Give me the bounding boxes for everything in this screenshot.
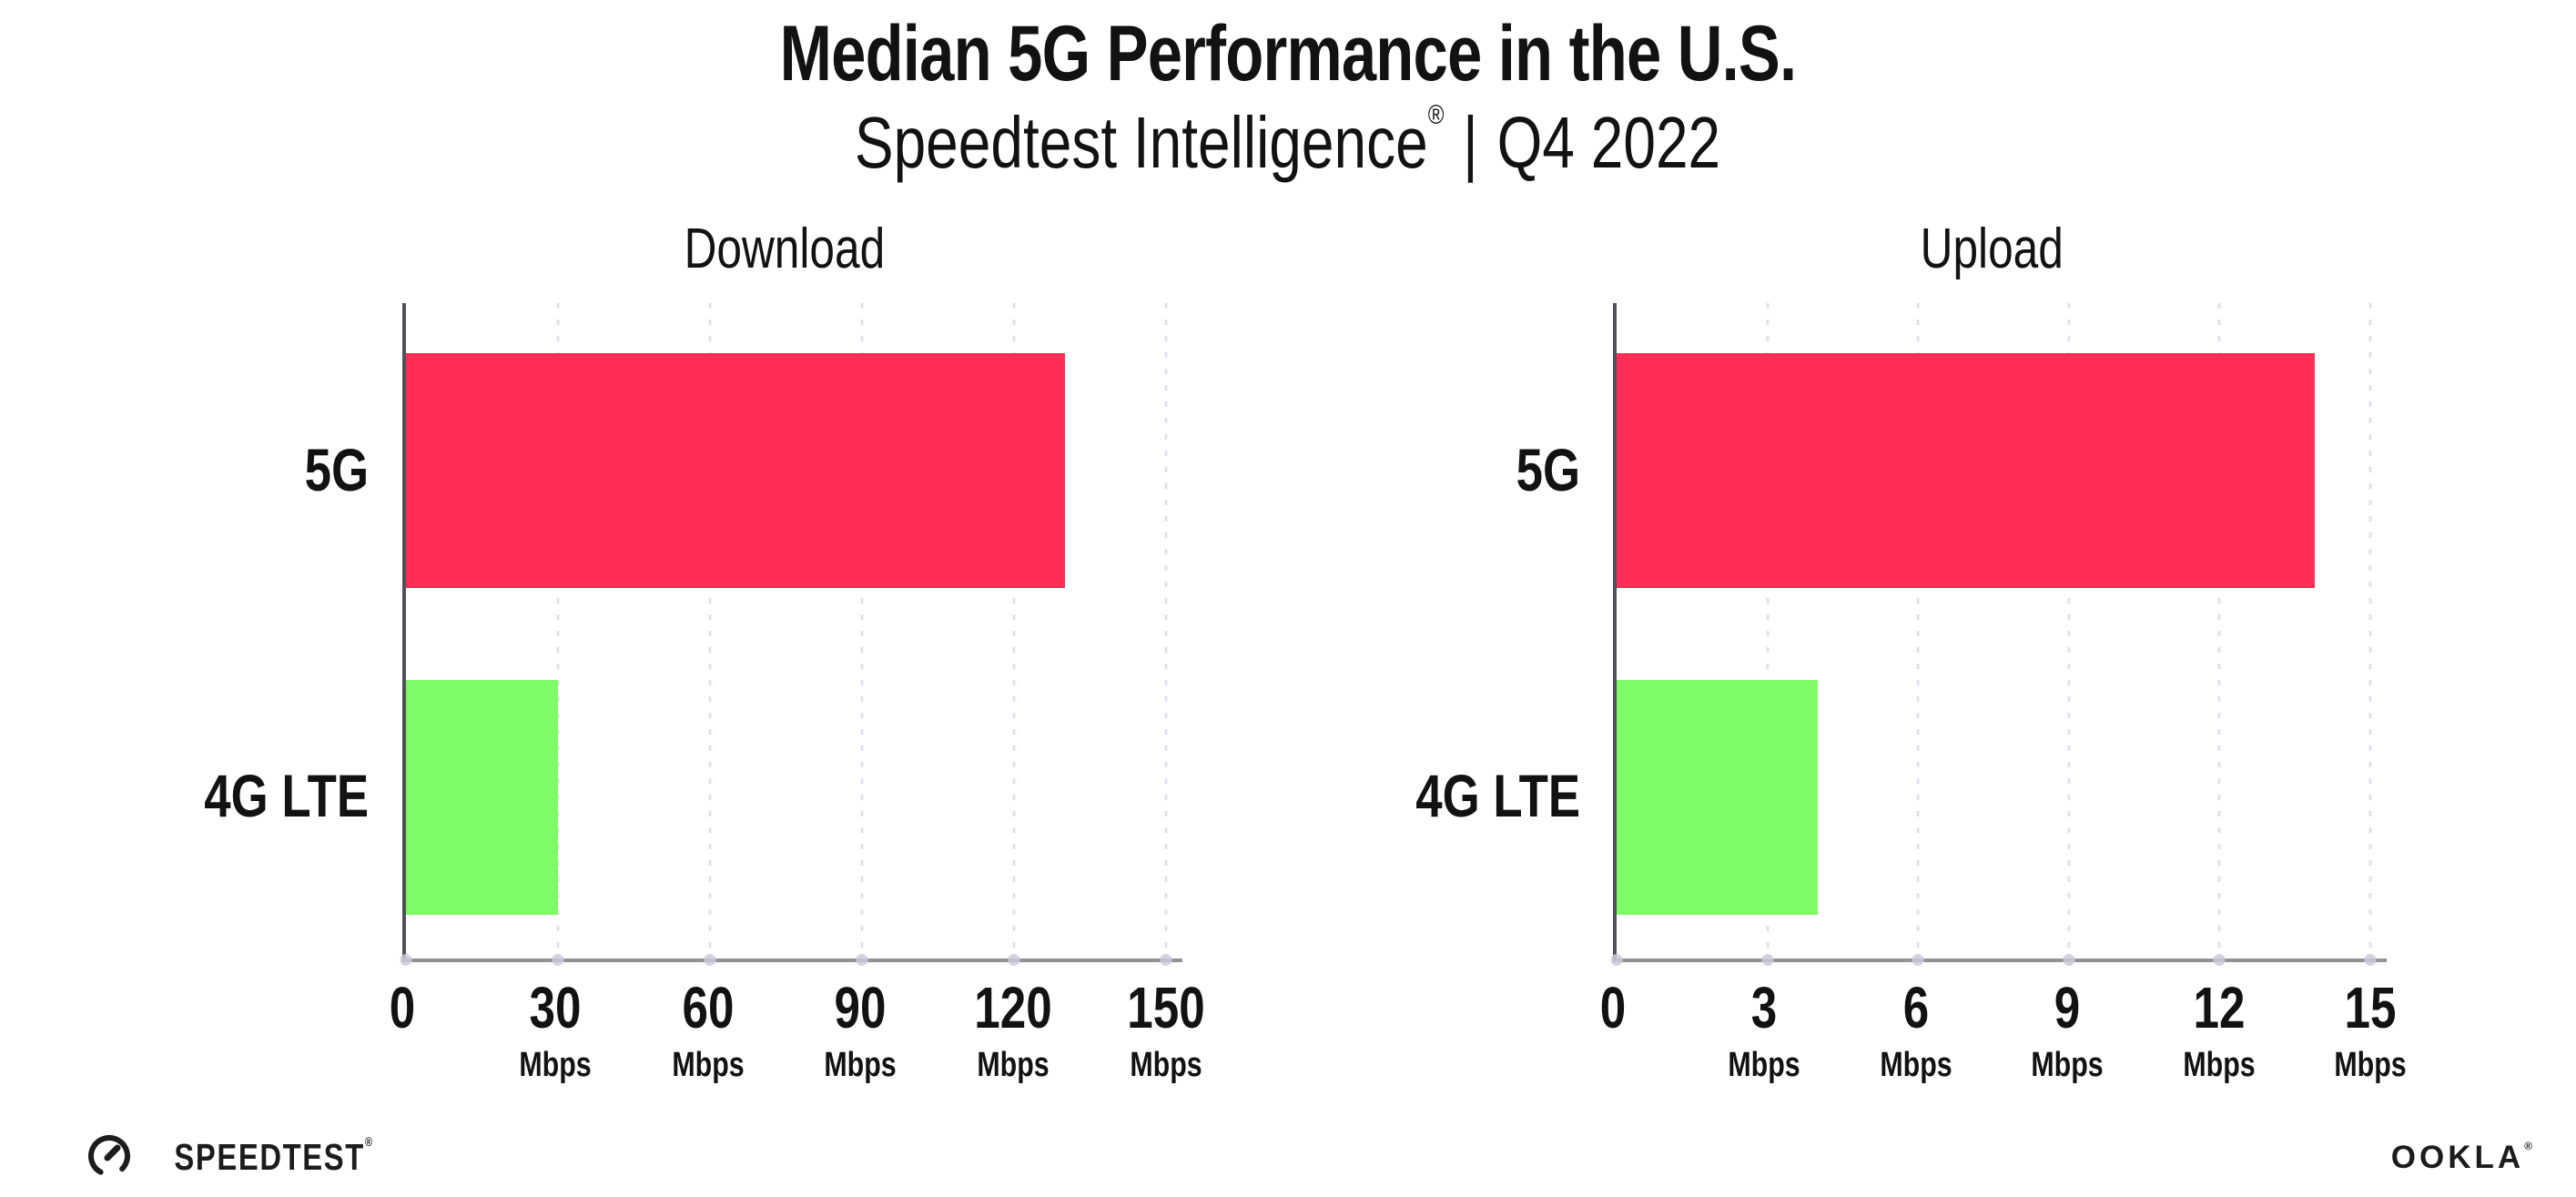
x-axis-line (402, 959, 1182, 962)
x-tick-label-30: 30 Mbps (446, 976, 664, 1085)
x-tick-label-120: 120 Mbps (904, 976, 1122, 1085)
x-tick-unit: Mbps (1728, 1046, 1801, 1084)
x-tick-value: 0 (389, 975, 416, 1040)
gridline-150 (1164, 303, 1168, 959)
gridline-60 (708, 303, 712, 959)
axis-tick-dot-0 (400, 954, 412, 966)
x-tick-label-60: 60 Mbps (599, 976, 817, 1085)
axis-tick-dot-30 (552, 954, 564, 966)
x-tick-value: 0 (1599, 975, 1627, 1040)
gridline-30 (556, 303, 560, 959)
axis-tick-dot-9 (2063, 954, 2075, 966)
download-chart-title: Download (684, 218, 885, 280)
gridline-3 (1766, 303, 1770, 959)
y-label-4g-lte: 4G LTE (1285, 759, 1580, 832)
x-tick-label-6: 6 Mbps (1807, 976, 2025, 1085)
gridline-12 (2217, 303, 2221, 959)
y-label-text: 5G (304, 436, 369, 503)
gridline-120 (1012, 303, 1016, 959)
axis-tick-dot-90 (856, 954, 868, 966)
gridline-9 (2067, 303, 2071, 959)
speedtest-wordmark: SPEEDTEST® (174, 1133, 374, 1178)
x-tick-value: 9 (2054, 975, 2081, 1040)
x-tick-value: 12 (2193, 975, 2246, 1040)
bar-4g-lte (1617, 680, 1818, 915)
subtitle-brand: Speedtest Intelligence (855, 102, 1429, 183)
page-title: Median 5G Performance in the U.S. (779, 10, 1798, 97)
axis-tick-dot-150 (1160, 954, 1172, 966)
bar-5g (406, 353, 1065, 588)
y-label-text: 4G LTE (1415, 762, 1580, 829)
x-tick-value: 150 (1127, 975, 1205, 1040)
x-tick-label-15: 15 Mbps (2261, 976, 2480, 1085)
axis-tick-dot-120 (1008, 954, 1020, 966)
x-tick-label-9: 9 Mbps (1958, 976, 2176, 1085)
upload-plot-area (1610, 303, 2387, 966)
x-tick-unit: Mbps (671, 1046, 745, 1084)
x-axis-line (1613, 959, 2387, 962)
ookla-logo: OOKLA® (2391, 1140, 2536, 1176)
y-label-5g: 5G (73, 433, 369, 506)
axis-tick-dot-6 (1912, 954, 1924, 966)
axis-tick-dot-3 (1761, 954, 1774, 966)
subtitle-period: Q4 2022 (1497, 102, 1721, 183)
x-tick-label-0: 0 (1504, 976, 1722, 1040)
upload-chart-title: Upload (1920, 218, 2064, 280)
x-tick-label-3: 3 Mbps (1655, 976, 1873, 1085)
x-tick-label-12: 12 Mbps (2110, 976, 2328, 1085)
y-label-5g: 5G (1285, 433, 1580, 506)
axis-tick-dot-12 (2213, 954, 2226, 966)
registered-mark: ® (2524, 1140, 2536, 1152)
ookla-wordmark: OOKLA® (2390, 1140, 2536, 1175)
axis-tick-dot-0 (1610, 954, 1623, 966)
x-tick-unit: Mbps (519, 1046, 592, 1084)
x-tick-value: 90 (834, 975, 887, 1040)
x-tick-value: 15 (2344, 975, 2397, 1040)
x-tick-unit: Mbps (1880, 1046, 1952, 1084)
axis-tick-dot-15 (2364, 954, 2377, 966)
bar-4g-lte (406, 680, 558, 915)
page-subtitle: Speedtest Intelligence® | Q4 2022 (0, 100, 2576, 185)
x-tick-unit: Mbps (1130, 1046, 1202, 1084)
y-label-text: 5G (1516, 436, 1580, 503)
x-tick-label-150: 150 Mbps (1057, 976, 1275, 1085)
x-tick-value: 3 (1751, 975, 1778, 1040)
x-tick-unit: Mbps (2182, 1046, 2256, 1084)
speedtest-logo: SPEEDTEST® (86, 1132, 399, 1180)
y-label-text: 4G LTE (204, 762, 369, 829)
bar-5g (1617, 353, 2316, 588)
x-tick-value: 30 (529, 975, 582, 1040)
registered-mark: ® (1428, 100, 1445, 130)
x-tick-unit: Mbps (977, 1046, 1050, 1084)
download-plot-area (400, 303, 1182, 966)
registered-mark: ® (364, 1133, 374, 1149)
x-tick-label-0: 0 (293, 976, 512, 1040)
gridline-6 (1916, 303, 1920, 959)
x-tick-value: 60 (682, 975, 735, 1040)
axis-tick-dot-60 (704, 954, 716, 966)
gauge-icon (86, 1132, 133, 1180)
x-tick-value: 6 (1902, 975, 1930, 1040)
x-tick-label-90: 90 Mbps (751, 976, 969, 1085)
x-tick-unit: Mbps (824, 1046, 898, 1084)
subtitle-separator: | (1463, 102, 1479, 183)
y-label-4g-lte: 4G LTE (73, 759, 369, 832)
gridline-90 (860, 303, 864, 959)
x-tick-value: 120 (974, 975, 1052, 1040)
x-tick-unit: Mbps (2031, 1046, 2104, 1084)
gridline-15 (2368, 303, 2372, 959)
x-tick-unit: Mbps (2334, 1046, 2407, 1084)
